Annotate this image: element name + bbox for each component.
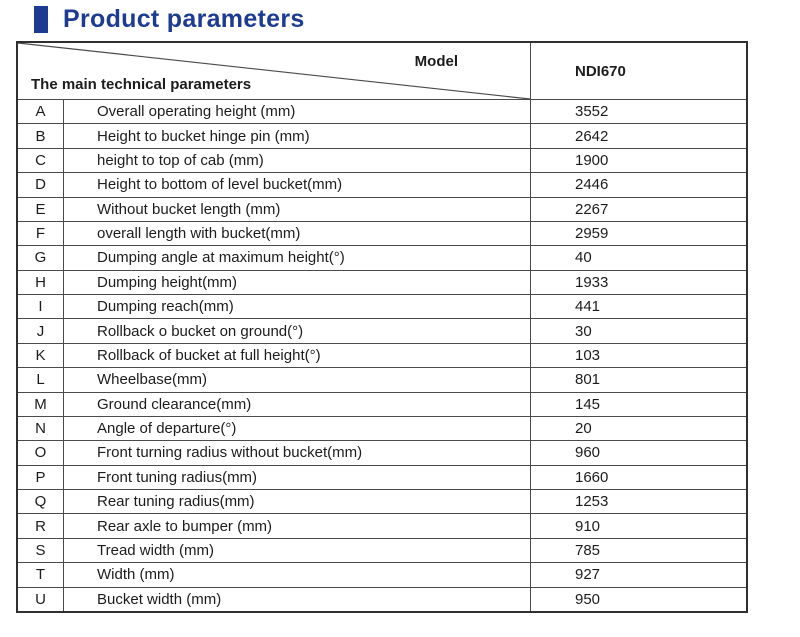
row-label-cell: Height to bottom of level bucket(mm) bbox=[64, 173, 531, 197]
parameters-table: Model The main technical parameters NDI6… bbox=[16, 41, 748, 613]
table-header-row: Model The main technical parameters NDI6… bbox=[18, 43, 746, 99]
row-key-cell: D bbox=[18, 173, 64, 197]
row-key-cell: G bbox=[18, 246, 64, 270]
row-value-cell: 2642 bbox=[575, 127, 609, 145]
row-key-cell: O bbox=[18, 441, 64, 465]
row-key-cell: B bbox=[18, 124, 64, 148]
row-key-cell: S bbox=[18, 538, 64, 563]
row-label-cell: Rear axle to bumper (mm) bbox=[64, 514, 531, 538]
row-key-cell: C bbox=[18, 148, 64, 173]
row-key-cell: U bbox=[18, 587, 64, 611]
row-value-cell: 927 bbox=[575, 566, 601, 584]
row-value-cell: 40 bbox=[575, 249, 592, 267]
row-label-cell: Overall operating height (mm) bbox=[64, 100, 531, 124]
table-row: K Rollback of bucket at full height(°) 103 bbox=[18, 342, 746, 368]
table-row: P Front tuning radius(mm) 1660 bbox=[18, 464, 746, 489]
row-key-cell: H bbox=[18, 270, 64, 294]
row-key-cell: A bbox=[18, 100, 64, 124]
table-header-diagonal-cell: Model The main technical parameters bbox=[18, 43, 531, 99]
row-value-cell: 1933 bbox=[575, 273, 609, 291]
row-value-cell: 1660 bbox=[575, 468, 609, 486]
row-key-cell: M bbox=[18, 392, 64, 416]
table-row: M Ground clearance(mm) 145 bbox=[18, 391, 746, 416]
diagonal-divider-line bbox=[18, 43, 530, 99]
row-label-cell: Rear tuning radius(mm) bbox=[64, 490, 531, 514]
row-key-cell: P bbox=[18, 465, 64, 489]
row-key-cell: K bbox=[18, 343, 64, 368]
row-label-cell: Front turning radius without bucket(mm) bbox=[64, 441, 531, 465]
row-value-cell: 785 bbox=[575, 541, 601, 559]
row-key-cell: J bbox=[18, 319, 64, 343]
row-key-cell: F bbox=[18, 221, 64, 246]
table-row: R Rear axle to bumper (mm) 910 bbox=[18, 513, 746, 538]
row-key-cell: T bbox=[18, 563, 64, 587]
table-row: J Rollback o bucket on ground(°) 30 bbox=[18, 318, 746, 343]
table-row: H Dumping height(mm) 1933 bbox=[18, 269, 746, 294]
table-row: N Angle of departure(°) 20 bbox=[18, 415, 746, 441]
row-key-cell: E bbox=[18, 197, 64, 221]
row-value-cell: 950 bbox=[575, 590, 601, 608]
table-row: T Width (mm) 927 bbox=[18, 562, 746, 587]
table-row: O Front turning radius without bucket(mm)… bbox=[18, 440, 746, 465]
row-value-cell: 3552 bbox=[575, 103, 609, 121]
header-model-value: NDI670 bbox=[575, 62, 626, 80]
row-label-cell: Tread width (mm) bbox=[64, 538, 531, 563]
row-key-cell: R bbox=[18, 514, 64, 538]
row-label-cell: Wheelbase(mm) bbox=[64, 368, 531, 392]
row-value-cell: 1253 bbox=[575, 493, 609, 511]
row-label-cell: Dumping height(mm) bbox=[64, 270, 531, 294]
row-value-cell: 2267 bbox=[575, 200, 609, 218]
header-params-label: The main technical parameters bbox=[31, 76, 252, 93]
row-key-cell: Q bbox=[18, 490, 64, 514]
title-accent-bar bbox=[34, 6, 48, 33]
row-label-cell: Rollback o bucket on ground(°) bbox=[64, 319, 531, 343]
row-value-cell: 103 bbox=[575, 346, 601, 364]
table-row: U Bucket width (mm) 950 bbox=[18, 586, 746, 611]
row-value-cell: 910 bbox=[575, 517, 601, 535]
table-row: I Dumping reach(mm) 441 bbox=[18, 294, 746, 319]
header-model-label: Model bbox=[414, 53, 458, 70]
row-label-cell: Bucket width (mm) bbox=[64, 587, 531, 611]
row-label-cell: Ground clearance(mm) bbox=[64, 392, 531, 416]
row-label-cell: height to top of cab (mm) bbox=[64, 148, 531, 173]
row-label-cell: Height to bucket hinge pin (mm) bbox=[64, 124, 531, 148]
row-key-cell: I bbox=[18, 295, 64, 319]
table-row: L Wheelbase(mm) 801 bbox=[18, 367, 746, 392]
table-row: G Dumping angle at maximum height(°) 40 bbox=[18, 245, 746, 270]
row-value-cell: 2959 bbox=[575, 225, 609, 243]
page-header: Product parameters bbox=[34, 5, 305, 34]
table-row: A Overall operating height (mm) 3552 bbox=[18, 99, 746, 124]
table-row: D Height to bottom of level bucket(mm) 244… bbox=[18, 172, 746, 197]
row-label-cell: Dumping reach(mm) bbox=[64, 295, 531, 319]
row-key-cell: L bbox=[18, 368, 64, 392]
row-label-cell: Without bucket length (mm) bbox=[64, 197, 531, 221]
table-row: S Tread width (mm) 785 bbox=[18, 537, 746, 563]
row-label-cell: Front tuning radius(mm) bbox=[64, 465, 531, 489]
row-key-cell: N bbox=[18, 416, 64, 441]
table-row: B Height to bucket hinge pin (mm) 2642 bbox=[18, 123, 746, 148]
table-row: E Without bucket length (mm) 2267 bbox=[18, 196, 746, 221]
row-label-cell: Width (mm) bbox=[64, 563, 531, 587]
row-value-cell: 145 bbox=[575, 395, 601, 413]
page-title: Product parameters bbox=[63, 5, 305, 33]
row-value-cell: 801 bbox=[575, 371, 601, 389]
table-row: Q Rear tuning radius(mm) 1253 bbox=[18, 489, 746, 514]
row-value-cell: 960 bbox=[575, 444, 601, 462]
row-value-cell: 20 bbox=[575, 420, 592, 438]
row-label-cell: Dumping angle at maximum height(°) bbox=[64, 246, 531, 270]
row-label-cell: overall length with bucket(mm) bbox=[64, 221, 531, 246]
row-label-cell: Rollback of bucket at full height(°) bbox=[64, 343, 531, 368]
row-value-cell: 2446 bbox=[575, 176, 609, 194]
row-value-cell: 441 bbox=[575, 298, 601, 316]
table-body: A Overall operating height (mm) 3552 B Heigh… bbox=[18, 99, 746, 611]
row-value-cell: 30 bbox=[575, 322, 592, 340]
row-label-cell: Angle of departure(°) bbox=[64, 416, 531, 441]
row-value-cell: 1900 bbox=[575, 151, 609, 169]
